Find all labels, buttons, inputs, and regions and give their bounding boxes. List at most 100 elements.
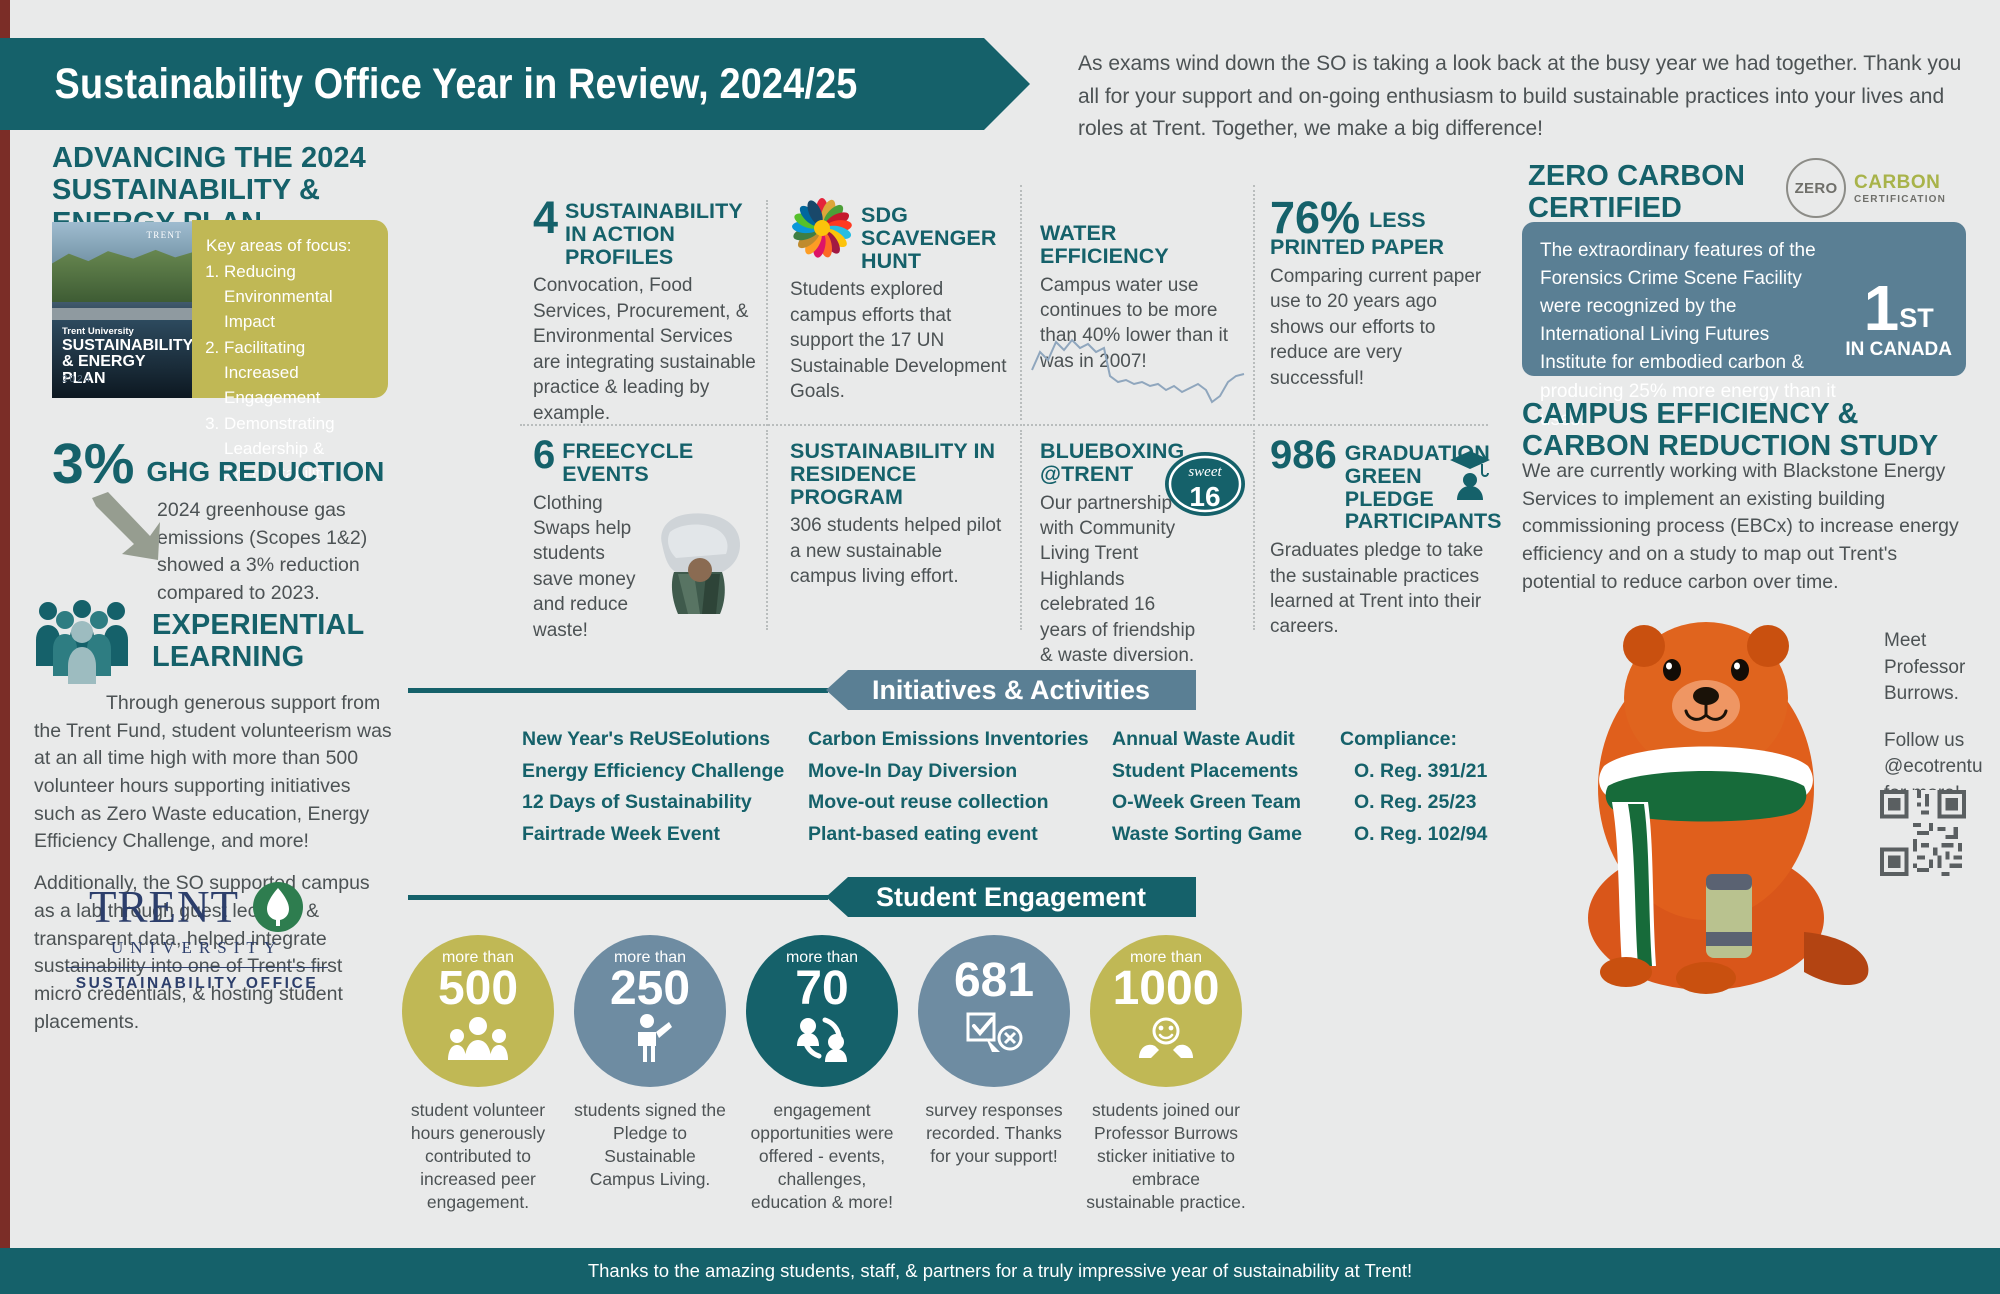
experiential-title: EXPERIENTIAL LEARNING (152, 608, 364, 673)
card-header: 4 SUSTAINABILITY IN ACTION PROFILES (533, 192, 761, 268)
stat-caption: engagement opportunities were offered - … (750, 1100, 894, 1213)
engagement-stat-1000: more than 1000 students joined our Profe… (1086, 935, 1246, 1214)
header-intro-text: As exams wind down the SO is taking a lo… (1078, 52, 1962, 141)
experiential-heading-row: EXPERIENTIAL LEARNING (34, 598, 394, 684)
initiatives-column-4-compliance: Compliance: O. Reg. 391/21 O. Reg. 25/23… (1340, 724, 1487, 850)
initiative-item: Plant-based eating event (808, 822, 1038, 845)
grid-divider-v1 (766, 200, 768, 420)
cover-hills (52, 249, 192, 302)
card-title: PRINTED PAPER (1270, 235, 1445, 260)
logo-row: TRENT (42, 880, 352, 934)
down-arrow-icon (92, 492, 160, 560)
key-focus-heading: Key areas of focus: (206, 236, 352, 255)
card-text: Clothing Swaps help students save money … (533, 492, 636, 641)
logo-wordmark: TRENT (89, 882, 239, 932)
ghg-percent: 3% (52, 432, 135, 496)
engagement-ribbon-line (408, 895, 828, 900)
card-number: 986 (1270, 433, 1337, 477)
sweet-16-badge-icon: sweet 16 (1165, 452, 1245, 516)
stat-circle: more than 500 (402, 935, 554, 1087)
grid-divider-h4 (1253, 424, 1488, 426)
stat-more-than: more than (785, 949, 859, 966)
svg-text:16: 16 (1189, 481, 1220, 512)
card-blueboxing-at-trent: BLUEBOXING @TRENT Our partnership with C… (1040, 440, 1245, 669)
campus-study-title: CAMPUS EFFICIENCY & CARBON REDUCTION STU… (1522, 398, 1939, 463)
badge-sub: IN CANADA (1845, 338, 1952, 360)
engagement-stat-250: more than 250 students signed the Pledge… (570, 935, 730, 1191)
initiatives-column-1: New Year's ReUSEolutions Energy Efficien… (522, 724, 784, 850)
card-sustainability-in-residence: SUSTAINABILITY IN RESIDENCE PROGRAM 306 … (790, 440, 1008, 590)
trent-tree-icon (252, 882, 303, 932)
grid-divider-v4 (766, 430, 768, 630)
initiative-item: Energy Efficiency Challenge (522, 759, 785, 782)
burrows-caption: Meet Professor Burrows. Follow us @ecotr… (1884, 628, 2000, 808)
stat-circle: more than 1000 (1090, 935, 1242, 1087)
badge-number: 1 (1863, 271, 1900, 344)
left-accent-bar (0, 0, 10, 1294)
cover-water (52, 320, 192, 398)
card-title: WATER EFFICIENCY (1040, 221, 1169, 268)
cover-year: 2024 (62, 374, 93, 385)
card-header: 6 FREECYCLE EVENTS (533, 435, 738, 486)
cover-bridge (52, 308, 192, 320)
sticker-hands-icon (1139, 1017, 1193, 1059)
stat-caption: students signed the Pledge to Sustainabl… (574, 1100, 726, 1190)
initiative-item: O-Week Green Team (1112, 791, 1301, 814)
card-header: 986 GRADUATION GREEN PLEDGE PARTICIPANTS (1270, 433, 1502, 533)
grid-divider-h2 (768, 424, 1018, 426)
logo-office-text: SUSTAINABILITY OFFICE (75, 975, 319, 992)
initiative-item: Waste Sorting Game (1112, 822, 1302, 845)
graduate-cap-icon (1450, 451, 1490, 500)
stat-more-than: more than (441, 949, 515, 966)
stat-number: 500 (437, 962, 519, 1015)
ghg-label: GHG REDUCTION (146, 455, 385, 487)
ghg-body-text: 2024 greenhouse gas emissions (Scopes 1&… (157, 499, 368, 605)
zero-carbon-body-box: The extraordinary features of the Forens… (1522, 222, 1966, 430)
stat-circle: more than 250 (574, 935, 726, 1087)
card-number: 4 (533, 192, 559, 243)
page-title: Sustainability Office Year in Review, 20… (54, 59, 858, 108)
ghg-reduction-block: 3% GHG REDUCTION 2024 greenhouse gas emi… (52, 432, 402, 608)
clothing-swap-photo-icon (661, 513, 741, 614)
card-freecycle-events: 6 FREECYCLE EVENTS Clothing Swaps help s… (533, 435, 738, 643)
card-number: 76% (1270, 192, 1361, 243)
zc-logo-sub: CERTIFICATION (1854, 193, 1947, 205)
key-focus-box: Key areas of focus: Reducing Environment… (192, 220, 388, 483)
stat-caption: student volunteer hours generously contr… (410, 1100, 546, 1213)
ghg-heading: 3% GHG REDUCTION (52, 432, 402, 496)
stat-caption: students joined our Professor Burrows st… (1086, 1100, 1246, 1213)
stat-circle: more than 70 (746, 935, 898, 1087)
badge-suffix: ST (1899, 303, 1934, 334)
initiative-item: Annual Waste Audit (1112, 728, 1295, 750)
experiential-learning-block: EXPERIENTIAL LEARNING Through generous s… (34, 598, 394, 1036)
engagement-stat-70: more than 70 engagement opportunities we… (742, 935, 902, 1214)
grid-divider-h3 (1020, 424, 1252, 426)
initiative-item: Carbon Emissions Inventories (808, 728, 1089, 750)
trent-university-logo: TRENT UNIVERSITY SUSTAINABILITY OFFICE (42, 880, 352, 993)
card-text: Convocation, Food Services, Procurement,… (533, 275, 756, 424)
engagement-stat-500: more than 500 student volunteer hours ge… (398, 935, 558, 1214)
card-water-efficiency: WATER EFFICIENCY Campus water use contin… (1040, 222, 1245, 374)
cover-trent-mark: TRENT (146, 230, 182, 240)
initiatives-ribbon-line (408, 688, 828, 693)
compliance-item: O. Reg. 102/94 (1354, 822, 1488, 845)
initiative-item: Student Placements (1112, 759, 1299, 782)
card-title: SUSTAINABILITY IN RESIDENCE PROGRAM (790, 439, 996, 509)
volunteers-icon (448, 1017, 508, 1061)
survey-icon (966, 1012, 1023, 1053)
professor-burrows-mascot (1588, 622, 1869, 994)
card-title: FREECYCLE EVENTS (562, 439, 694, 486)
card-title-suffix: LESS (1369, 208, 1426, 233)
water-use-trend-sparkline (1031, 338, 1245, 404)
stat-more-than: more than (1129, 949, 1203, 966)
card-title: GRADUATION GREEN PLEDGE PARTICIPANTS (1344, 441, 1502, 534)
initiative-item: Move-In Day Diversion (808, 759, 1018, 782)
first-in-canada-badge: 1 ST IN CANADA (1845, 271, 1952, 364)
svg-text:sweet: sweet (1188, 464, 1222, 480)
qr-code-icon[interactable] (1880, 790, 1966, 876)
campus-study-body: We are currently working with Blackstone… (1522, 460, 1959, 593)
key-focus-list: Reducing Environmental Impact Facilitati… (224, 260, 378, 487)
card-title: BLUEBOXING @TRENT (1040, 439, 1185, 486)
card-text: 306 students helped pilot a new sustaina… (790, 515, 1002, 588)
compliance-item: O. Reg. 391/21 (1354, 759, 1488, 782)
